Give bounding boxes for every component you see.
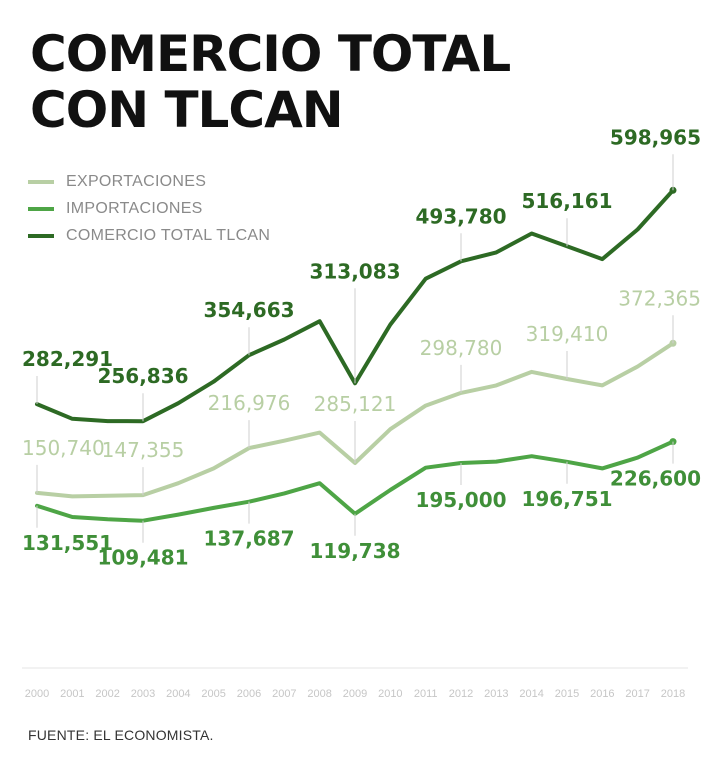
x-tick-label: 2011 bbox=[414, 688, 438, 700]
x-tick-label: 2015 bbox=[555, 688, 579, 700]
data-label: 256,836 bbox=[97, 364, 188, 388]
data-label: 372,365 bbox=[618, 286, 701, 310]
data-label: 598,965 bbox=[610, 125, 701, 149]
x-tick-label: 2009 bbox=[343, 688, 367, 700]
chart-title-line-2: CON TLCAN bbox=[30, 81, 344, 139]
data-label: 150,740 bbox=[22, 436, 105, 460]
x-tick-label: 2008 bbox=[307, 688, 331, 700]
legend-swatch-comercio-total bbox=[28, 233, 54, 238]
data-label: 196,751 bbox=[521, 487, 612, 511]
x-tick-label: 2004 bbox=[166, 688, 190, 700]
data-label: 119,738 bbox=[309, 539, 400, 563]
data-label: 298,780 bbox=[420, 336, 503, 360]
x-tick-label: 2010 bbox=[378, 688, 402, 700]
data-label: 226,600 bbox=[610, 467, 701, 491]
x-tick-label: 2007 bbox=[272, 688, 296, 700]
legend-swatch-importaciones bbox=[28, 206, 54, 211]
data-label: 216,976 bbox=[208, 391, 291, 415]
data-label: 354,663 bbox=[203, 298, 294, 322]
data-label: 195,000 bbox=[415, 488, 506, 512]
x-tick-label: 2012 bbox=[449, 688, 473, 700]
data-label: 285,121 bbox=[314, 392, 397, 416]
x-tick-label: 2017 bbox=[625, 688, 649, 700]
x-tick-label: 2016 bbox=[590, 688, 614, 700]
data-label: 109,481 bbox=[97, 546, 188, 570]
x-tick-label: 2014 bbox=[519, 688, 543, 700]
chart-title: COMERCIO TOTAL CON TLCAN bbox=[30, 25, 511, 139]
data-label: 493,780 bbox=[415, 204, 506, 228]
x-tick-label: 2018 bbox=[661, 688, 685, 700]
x-tick-label: 2005 bbox=[201, 688, 225, 700]
legend-label-exportaciones: EXPORTACIONES bbox=[66, 172, 207, 190]
x-tick-label: 2003 bbox=[131, 688, 155, 700]
data-label: 131,551 bbox=[22, 531, 113, 555]
data-label: 147,355 bbox=[102, 438, 185, 462]
legend-item-exportaciones: EXPORTACIONES bbox=[28, 168, 270, 195]
chart-title-line-1: COMERCIO TOTAL bbox=[30, 25, 511, 83]
legend-label-importaciones: IMPORTACIONES bbox=[66, 199, 203, 217]
x-tick-label: 2001 bbox=[60, 688, 84, 700]
data-label: 137,687 bbox=[203, 527, 294, 551]
legend-swatch-exportaciones bbox=[28, 179, 54, 184]
data-label: 313,083 bbox=[309, 259, 400, 283]
legend-item-comercio-total: COMERCIO TOTAL TLCAN bbox=[28, 222, 270, 249]
legend-label-comercio-total: COMERCIO TOTAL TLCAN bbox=[66, 226, 271, 244]
x-tick-label: 2000 bbox=[25, 688, 49, 700]
chart-legend: EXPORTACIONES IMPORTACIONES COMERCIO TOT… bbox=[28, 168, 270, 249]
x-tick-label: 2002 bbox=[95, 688, 119, 700]
source-note: FUENTE: EL ECONOMISTA. bbox=[28, 727, 214, 743]
legend-item-importaciones: IMPORTACIONES bbox=[28, 195, 270, 222]
data-label: 282,291 bbox=[22, 347, 113, 371]
data-label: 319,410 bbox=[526, 322, 609, 346]
data-label: 516,161 bbox=[521, 189, 612, 213]
x-tick-label: 2006 bbox=[237, 688, 261, 700]
x-tick-label: 2013 bbox=[484, 688, 508, 700]
